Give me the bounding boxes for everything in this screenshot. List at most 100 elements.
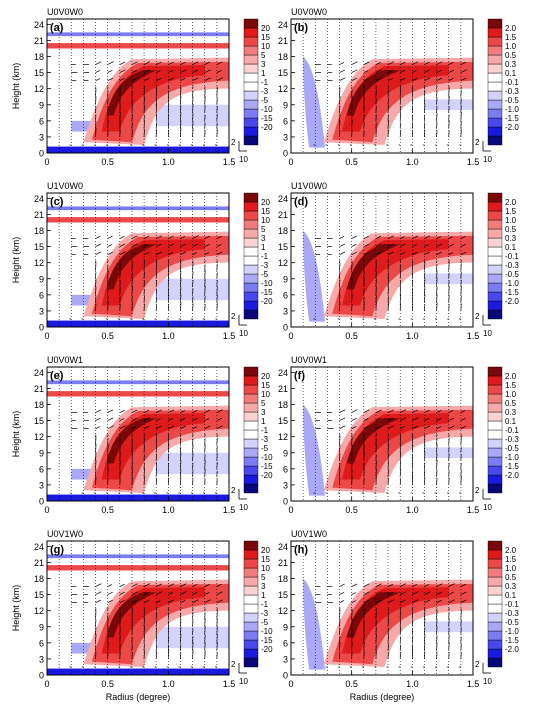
wind-vector bbox=[168, 77, 175, 81]
wind-vector bbox=[351, 417, 358, 421]
colorbar-swatch bbox=[487, 411, 503, 422]
colorbar-swatch bbox=[487, 282, 503, 293]
colorbar-label: 0.3 bbox=[505, 234, 517, 243]
colorbar-swatch bbox=[487, 384, 503, 395]
wind-vector bbox=[119, 251, 126, 255]
wind-vector bbox=[216, 599, 223, 603]
vector-key-label: 2 bbox=[231, 138, 236, 147]
wind-vector bbox=[107, 61, 114, 65]
y-tick-label: 0 bbox=[283, 671, 288, 681]
colorbar-label: -3 bbox=[261, 261, 269, 270]
colorbar-swatch bbox=[487, 255, 503, 266]
wind-vector bbox=[351, 600, 357, 603]
wind-vector bbox=[180, 418, 186, 421]
x-tick-label: 0 bbox=[288, 157, 293, 167]
colorbar-swatch bbox=[487, 558, 503, 569]
y-tick-label: 21 bbox=[278, 210, 288, 220]
y-tick-label: 15 bbox=[278, 68, 288, 78]
wind-vector bbox=[363, 418, 369, 421]
x-tick-label: 1.0 bbox=[406, 505, 419, 515]
wind-vector bbox=[204, 77, 211, 81]
colorbar-label: -1.5 bbox=[505, 462, 519, 471]
colorbar-label: 3 bbox=[261, 234, 266, 243]
colorbar-swatch bbox=[487, 612, 503, 623]
upper-band bbox=[47, 554, 229, 559]
wind-vector bbox=[131, 243, 138, 247]
plot-frame bbox=[46, 366, 230, 502]
colorbar-swatch bbox=[487, 447, 503, 458]
wind-vector bbox=[131, 77, 138, 81]
colorbar-swatch bbox=[487, 201, 503, 212]
x-tick-label: 0.5 bbox=[345, 157, 358, 167]
colorbar-swatch bbox=[243, 621, 259, 632]
colorbar-label: 20 bbox=[261, 372, 270, 381]
y-tick-label: 18 bbox=[34, 52, 44, 62]
y-tick-label: 6 bbox=[283, 290, 288, 300]
colorbar-swatch bbox=[243, 465, 259, 476]
y-tick-label: 0 bbox=[283, 497, 288, 507]
vector-key-label: 10 bbox=[239, 503, 248, 512]
colorbar-swatch bbox=[243, 36, 259, 47]
wind-vector bbox=[204, 599, 211, 603]
wind-vector bbox=[143, 235, 150, 239]
y-tick-label: 24 bbox=[34, 542, 44, 552]
wind-vector bbox=[143, 77, 150, 81]
x-tick-label: 0 bbox=[288, 679, 293, 689]
wind-vector bbox=[143, 425, 150, 429]
wind-vector bbox=[156, 409, 162, 413]
wind-vector bbox=[107, 235, 113, 239]
colorbar-label: 1 bbox=[261, 591, 266, 600]
y-tick-label: 6 bbox=[283, 116, 288, 126]
x-tick-label: 0.5 bbox=[101, 505, 114, 515]
colorbar-swatch bbox=[243, 273, 259, 284]
colorbar-label: -0.5 bbox=[505, 444, 519, 453]
colorbar-swatch bbox=[243, 72, 259, 83]
x-axis-label: Radius (degree) bbox=[106, 692, 171, 702]
colorbar-label: 15 bbox=[261, 555, 270, 564]
wind-vector bbox=[351, 235, 358, 239]
wind-vector bbox=[216, 235, 222, 239]
colorbar-swatch bbox=[243, 282, 259, 293]
wind-vector bbox=[424, 591, 430, 595]
colorbar-label: -5 bbox=[261, 96, 269, 105]
vector-key-label: 10 bbox=[483, 155, 492, 164]
colorbar: 2.01.51.00.50.30.1-0.1-0.3-0.5-1.0-1.5-2… bbox=[487, 192, 519, 320]
colorbar-label: -3 bbox=[261, 609, 269, 618]
wind-vector bbox=[143, 251, 150, 255]
wind-vector bbox=[119, 69, 126, 73]
wind-vector bbox=[339, 409, 346, 413]
wind-vector bbox=[363, 426, 369, 429]
colorbar-swatch bbox=[487, 126, 503, 137]
x-tick-label: 1.5 bbox=[467, 331, 480, 341]
wind-vector bbox=[204, 69, 211, 73]
colorbar-swatch bbox=[243, 549, 259, 560]
panel-label: (a) bbox=[50, 22, 64, 34]
wind-vector bbox=[192, 584, 198, 587]
y-tick-label: 21 bbox=[34, 384, 44, 394]
colorbar-swatch bbox=[487, 99, 503, 110]
y-tick-label: 24 bbox=[278, 20, 288, 30]
wind-vector bbox=[375, 77, 382, 81]
x-tick-label: 1.0 bbox=[162, 679, 175, 689]
wind-vector bbox=[131, 599, 138, 603]
vector-key-label: 2 bbox=[475, 486, 480, 495]
colorbar-swatch bbox=[243, 384, 259, 395]
y-tick-label: 12 bbox=[278, 84, 288, 94]
wind-vector bbox=[436, 599, 442, 603]
wind-vector bbox=[95, 426, 100, 429]
wind-vector bbox=[375, 417, 382, 421]
wind-vector bbox=[424, 77, 431, 81]
colorbar-swatch bbox=[487, 219, 503, 230]
colorbar-label: 0.1 bbox=[505, 69, 517, 78]
negative-region bbox=[303, 56, 325, 148]
wind-vector bbox=[204, 409, 211, 413]
colorbar-label: 0.1 bbox=[505, 591, 517, 600]
wind-vector bbox=[204, 61, 211, 65]
wind-vector bbox=[436, 426, 442, 429]
positive-core bbox=[346, 591, 401, 638]
y-tick-label: 18 bbox=[34, 400, 44, 410]
x-tick-label: 0.5 bbox=[345, 331, 358, 341]
wind-vector bbox=[460, 418, 466, 421]
